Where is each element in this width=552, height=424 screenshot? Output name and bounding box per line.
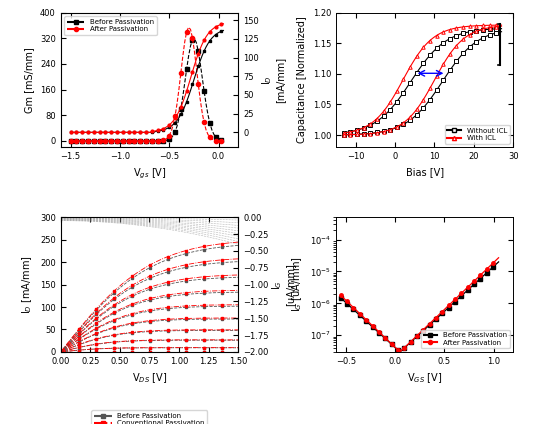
Y-axis label: I$_G$
[uA/mm]: I$_G$ [uA/mm] — [270, 263, 295, 306]
X-axis label: Bias [V]: Bias [V] — [406, 167, 444, 177]
Y-axis label: Capacitance [Normalized]: Capacitance [Normalized] — [297, 17, 307, 143]
Y-axis label: Gm [mS/mm]: Gm [mS/mm] — [24, 47, 34, 113]
Legend: Without ICL, With ICL: Without ICL, With ICL — [444, 125, 510, 144]
X-axis label: V$_{GS}$ [V]: V$_{GS}$ [V] — [407, 371, 442, 385]
Legend: Before Passivation, After Passivation: Before Passivation, After Passivation — [421, 329, 510, 349]
Legend: Before Passivation, Conventional Passivation: Before Passivation, Conventional Passiva… — [92, 410, 208, 424]
Legend: Before Passivation, After Passivation: Before Passivation, After Passivation — [64, 16, 157, 35]
Y-axis label: I$_D$ [mA/mm]: I$_D$ [mA/mm] — [20, 255, 34, 314]
X-axis label: V$_{DS}$ [V]: V$_{DS}$ [V] — [132, 371, 167, 385]
X-axis label: V$_{gs}$ [V]: V$_{gs}$ [V] — [132, 167, 166, 181]
Y-axis label: I$_D$
[mA/mm]: I$_D$ [mA/mm] — [260, 57, 285, 103]
Y-axis label: I$_G$ [uA/mm]: I$_G$ [uA/mm] — [290, 257, 304, 312]
